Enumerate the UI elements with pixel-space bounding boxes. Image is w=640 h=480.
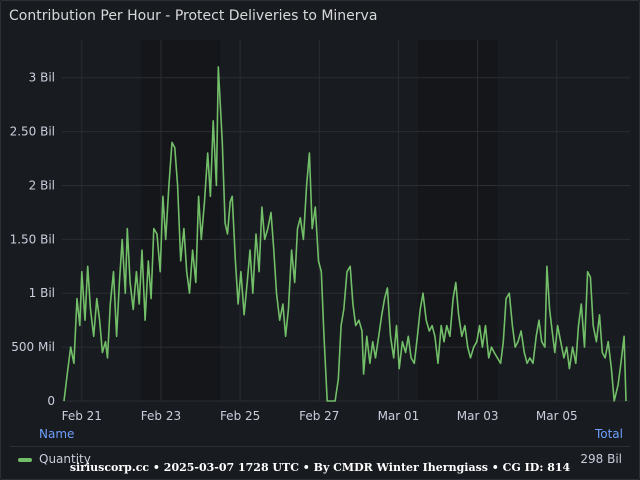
y-tick-label: 1.50 Bil bbox=[10, 232, 55, 246]
legend-header: Name Total bbox=[0, 426, 640, 444]
x-tick-label: Feb 21 bbox=[62, 409, 102, 423]
y-tick-label: 2.50 Bil bbox=[10, 125, 55, 139]
y-tick-label: 2 Bil bbox=[29, 178, 55, 192]
panel-title[interactable]: Contribution Per Hour - Protect Deliveri… bbox=[9, 8, 378, 24]
x-tick-label: Mar 03 bbox=[457, 409, 499, 423]
legend-item-quantity[interactable]: Quantity 298 Bil bbox=[10, 446, 630, 469]
footer-credit: siriuscorp.cc • 2025-03-07 1728 UTC • By… bbox=[69, 461, 571, 474]
x-tick-label: Feb 27 bbox=[299, 409, 339, 423]
time-region-band bbox=[141, 40, 221, 401]
y-tick-label: 3 Bil bbox=[29, 71, 55, 85]
time-region-bands bbox=[141, 40, 498, 401]
x-axis-ticks: Feb 21 Feb 23 Feb 25 Feb 27 Mar 01 Mar 03 Mar … bbox=[62, 409, 578, 423]
legend-total-header[interactable]: Total bbox=[594, 427, 623, 441]
x-tick-label: Feb 25 bbox=[220, 409, 260, 423]
x-tick-label: Feb 23 bbox=[141, 409, 181, 423]
time-region-band bbox=[418, 40, 498, 401]
series-line-quantity bbox=[63, 66, 627, 402]
y-tick-label: 500 Mil bbox=[11, 340, 55, 354]
legend-series-total: 298 Bil bbox=[580, 452, 622, 466]
y-tick-label: 1 Bil bbox=[29, 286, 55, 300]
y-tick-label: 0 bbox=[47, 394, 55, 408]
x-tick-label: Mar 01 bbox=[378, 409, 420, 423]
legend-series-name[interactable]: Quantity bbox=[39, 452, 91, 466]
legend-color-swatch bbox=[18, 458, 32, 462]
y-axis-ticks: 0 500 Mil 1 Bil 1.50 Bil 2 Bil 2.50 Bil 3 Bil bbox=[10, 71, 55, 408]
legend-name-header[interactable]: Name bbox=[39, 427, 75, 441]
x-tick-label: Mar 05 bbox=[536, 409, 578, 423]
